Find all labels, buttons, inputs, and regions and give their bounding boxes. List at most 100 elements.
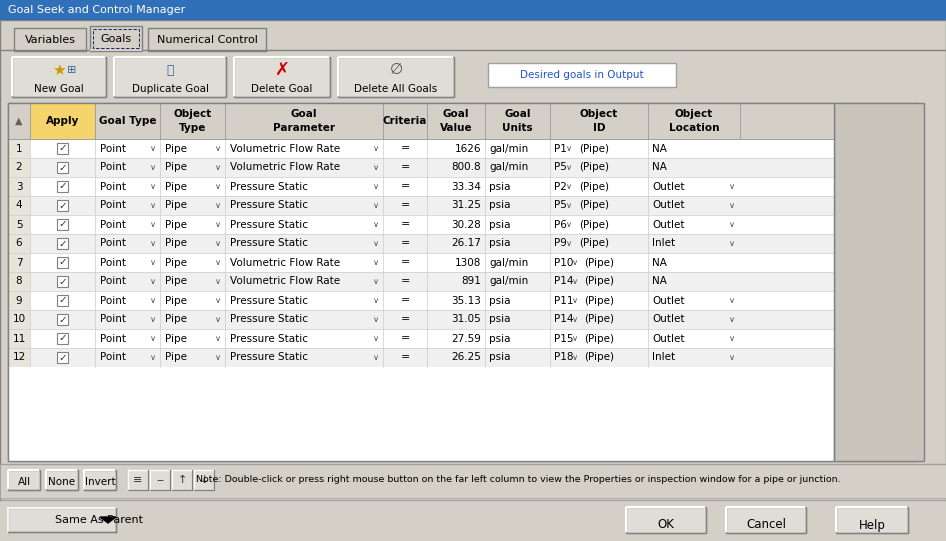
Text: Inlet: Inlet bbox=[652, 353, 675, 362]
Text: (Pipe): (Pipe) bbox=[579, 181, 609, 192]
Text: ∨: ∨ bbox=[566, 163, 572, 172]
Text: New Goal: New Goal bbox=[34, 84, 84, 94]
Bar bbox=[8, 215, 30, 234]
Text: ∨: ∨ bbox=[566, 201, 572, 210]
Text: (Pipe): (Pipe) bbox=[585, 295, 615, 306]
Text: ∨: ∨ bbox=[149, 296, 156, 305]
Text: Pressure Static: Pressure Static bbox=[230, 181, 308, 192]
Text: Delete Goal: Delete Goal bbox=[252, 84, 313, 94]
Text: =: = bbox=[400, 201, 410, 210]
Text: Pipe: Pipe bbox=[165, 295, 187, 306]
Text: 2: 2 bbox=[16, 162, 23, 173]
Text: (Pipe): (Pipe) bbox=[579, 220, 609, 229]
Text: Note: Double-click or press right mouse button on the far left column to view th: Note: Double-click or press right mouse … bbox=[196, 476, 841, 485]
Bar bbox=[57, 181, 67, 192]
Text: ∨: ∨ bbox=[149, 239, 156, 248]
Bar bbox=[148, 28, 266, 51]
Text: Same As Parent: Same As Parent bbox=[55, 515, 143, 525]
Text: 1308: 1308 bbox=[455, 258, 481, 267]
Bar bbox=[8, 103, 834, 139]
Text: psia: psia bbox=[489, 295, 511, 306]
Text: Pipe: Pipe bbox=[165, 258, 187, 267]
Text: =: = bbox=[400, 333, 410, 344]
Text: ∨: ∨ bbox=[571, 334, 578, 343]
Text: =: = bbox=[400, 258, 410, 267]
Text: ✓: ✓ bbox=[58, 181, 67, 192]
Bar bbox=[8, 310, 834, 329]
Text: Location: Location bbox=[669, 123, 719, 133]
Text: P1: P1 bbox=[554, 143, 567, 154]
Text: ✓: ✓ bbox=[58, 353, 67, 362]
Bar bbox=[57, 257, 67, 268]
Text: ∨: ∨ bbox=[373, 258, 379, 267]
Text: ∨: ∨ bbox=[215, 334, 221, 343]
Text: Pipe: Pipe bbox=[165, 143, 187, 154]
Bar bbox=[57, 276, 67, 287]
Text: Point: Point bbox=[100, 143, 126, 154]
Bar bbox=[8, 470, 40, 490]
Text: Point: Point bbox=[100, 239, 126, 248]
Polygon shape bbox=[100, 517, 116, 523]
Text: ∨: ∨ bbox=[729, 239, 735, 248]
Text: ∨: ∨ bbox=[149, 258, 156, 267]
Bar bbox=[836, 507, 908, 533]
Text: ∨: ∨ bbox=[215, 201, 221, 210]
Bar bbox=[8, 234, 834, 253]
Text: P15: P15 bbox=[554, 333, 573, 344]
Bar bbox=[834, 103, 924, 461]
Text: ∨: ∨ bbox=[215, 296, 221, 305]
Text: ✓: ✓ bbox=[58, 258, 67, 267]
Text: 9: 9 bbox=[16, 295, 23, 306]
Text: (Pipe): (Pipe) bbox=[579, 162, 609, 173]
Text: ∨: ∨ bbox=[215, 182, 221, 191]
Text: gal/min: gal/min bbox=[489, 162, 528, 173]
Bar bbox=[234, 57, 330, 97]
Text: ↓: ↓ bbox=[200, 475, 209, 485]
Text: NA: NA bbox=[652, 162, 667, 173]
Text: NA: NA bbox=[652, 258, 667, 267]
Text: ∨: ∨ bbox=[729, 182, 735, 191]
Bar bbox=[8, 215, 834, 234]
Text: NA: NA bbox=[652, 143, 667, 154]
Bar bbox=[84, 470, 116, 490]
Text: ∨: ∨ bbox=[149, 201, 156, 210]
Text: Goals: Goals bbox=[100, 34, 131, 44]
Text: (Pipe): (Pipe) bbox=[579, 143, 609, 154]
Text: ID: ID bbox=[593, 123, 605, 133]
Text: ∨: ∨ bbox=[373, 277, 379, 286]
Text: ∨: ∨ bbox=[149, 220, 156, 229]
Text: ∨: ∨ bbox=[215, 353, 221, 362]
Text: Goal Type: Goal Type bbox=[98, 116, 156, 126]
Text: ∨: ∨ bbox=[215, 258, 221, 267]
Text: (Pipe): (Pipe) bbox=[579, 239, 609, 248]
Text: P14: P14 bbox=[554, 276, 573, 287]
Bar bbox=[57, 143, 67, 154]
Text: gal/min: gal/min bbox=[489, 258, 528, 267]
Text: Outlet: Outlet bbox=[652, 314, 685, 325]
Text: Invert: Invert bbox=[85, 477, 115, 487]
Text: Variables: Variables bbox=[25, 35, 76, 45]
Text: =: = bbox=[400, 143, 410, 154]
Text: ∨: ∨ bbox=[149, 353, 156, 362]
Text: ✓: ✓ bbox=[58, 220, 67, 229]
Text: Pressure Static: Pressure Static bbox=[230, 314, 308, 325]
Bar bbox=[194, 470, 214, 490]
Bar bbox=[8, 348, 834, 367]
Text: P2: P2 bbox=[554, 181, 567, 192]
Text: 8: 8 bbox=[16, 276, 23, 287]
Text: Pipe: Pipe bbox=[165, 314, 187, 325]
Text: Pipe: Pipe bbox=[165, 201, 187, 210]
Bar bbox=[8, 103, 918, 461]
Bar bbox=[150, 470, 170, 490]
Text: P9: P9 bbox=[554, 239, 567, 248]
Text: Delete All Goals: Delete All Goals bbox=[355, 84, 438, 94]
Text: ∨: ∨ bbox=[149, 144, 156, 153]
Text: NA: NA bbox=[652, 276, 667, 287]
Bar bbox=[0, 500, 946, 541]
Text: ∨: ∨ bbox=[566, 182, 572, 191]
Text: ∅: ∅ bbox=[390, 63, 403, 77]
Text: ‒: ‒ bbox=[156, 475, 164, 485]
Bar bbox=[8, 139, 30, 158]
Text: ↑: ↑ bbox=[177, 475, 186, 485]
Text: 800.8: 800.8 bbox=[451, 162, 481, 173]
